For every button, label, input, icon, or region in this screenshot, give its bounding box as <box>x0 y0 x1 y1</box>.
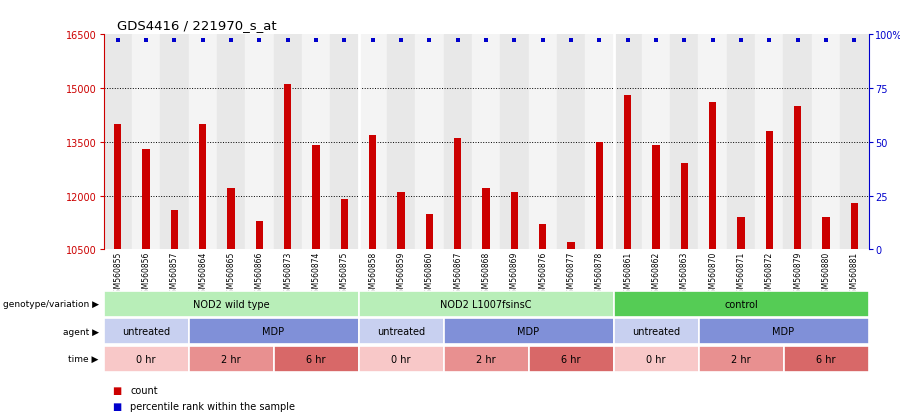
Bar <box>614 35 642 250</box>
Bar <box>585 35 614 250</box>
Bar <box>160 35 188 250</box>
Bar <box>472 35 500 250</box>
Bar <box>624 96 631 413</box>
Bar <box>171 211 178 413</box>
Bar <box>312 146 319 413</box>
Text: MDP: MDP <box>263 326 284 337</box>
Bar <box>369 135 376 413</box>
Bar <box>727 35 755 250</box>
Bar <box>341 200 348 413</box>
Text: 0 hr: 0 hr <box>136 354 156 364</box>
Bar <box>680 164 688 413</box>
Bar <box>766 132 773 413</box>
Bar <box>114 125 122 413</box>
Bar <box>698 35 727 250</box>
Text: untreated: untreated <box>122 326 170 337</box>
Bar <box>737 218 744 413</box>
Text: 6 hr: 6 hr <box>562 354 580 364</box>
Bar <box>539 225 546 413</box>
Text: time ▶: time ▶ <box>68 354 99 363</box>
Bar <box>217 35 245 250</box>
Text: 6 hr: 6 hr <box>306 354 326 364</box>
Text: GDS4416 / 221970_s_at: GDS4416 / 221970_s_at <box>117 19 276 31</box>
Bar <box>500 35 528 250</box>
Bar <box>444 35 472 250</box>
Bar <box>642 35 670 250</box>
Bar <box>188 35 217 250</box>
Bar <box>330 35 358 250</box>
Bar <box>709 103 716 413</box>
Text: 2 hr: 2 hr <box>221 354 241 364</box>
Text: MDP: MDP <box>518 326 540 337</box>
Bar <box>228 189 235 413</box>
Text: ■: ■ <box>112 401 122 411</box>
Bar <box>755 35 784 250</box>
Bar <box>568 243 574 413</box>
Bar <box>426 214 433 413</box>
Bar <box>358 35 387 250</box>
Text: untreated: untreated <box>632 326 680 337</box>
Text: count: count <box>130 385 158 395</box>
Bar <box>256 221 263 413</box>
Text: 0 hr: 0 hr <box>646 354 666 364</box>
Text: control: control <box>724 299 758 309</box>
Bar <box>794 107 801 413</box>
Bar <box>245 35 274 250</box>
Text: 2 hr: 2 hr <box>731 354 751 364</box>
Text: ■: ■ <box>112 385 122 395</box>
Bar <box>596 142 603 413</box>
Text: 2 hr: 2 hr <box>476 354 496 364</box>
Bar <box>482 189 490 413</box>
Bar <box>841 35 868 250</box>
Bar <box>784 35 812 250</box>
Text: NOD2 L1007fsinsC: NOD2 L1007fsinsC <box>440 299 532 309</box>
Bar <box>274 35 302 250</box>
Text: untreated: untreated <box>377 326 425 337</box>
Bar <box>284 85 292 413</box>
Bar <box>199 125 206 413</box>
Bar <box>415 35 444 250</box>
Bar <box>823 218 830 413</box>
Text: percentile rank within the sample: percentile rank within the sample <box>130 401 295 411</box>
Text: 6 hr: 6 hr <box>816 354 836 364</box>
Bar <box>528 35 557 250</box>
Bar <box>131 35 160 250</box>
Bar <box>104 35 131 250</box>
Bar <box>652 146 660 413</box>
Bar <box>454 139 461 413</box>
Bar <box>812 35 841 250</box>
Text: NOD2 wild type: NOD2 wild type <box>193 299 269 309</box>
Bar <box>398 192 404 413</box>
Bar <box>850 203 858 413</box>
Bar <box>511 192 517 413</box>
Bar <box>302 35 330 250</box>
Text: agent ▶: agent ▶ <box>63 327 99 336</box>
Text: MDP: MDP <box>772 326 795 337</box>
Bar <box>142 150 149 413</box>
Bar <box>387 35 415 250</box>
Bar <box>557 35 585 250</box>
Text: 0 hr: 0 hr <box>392 354 410 364</box>
Text: genotype/variation ▶: genotype/variation ▶ <box>3 300 99 309</box>
Bar <box>670 35 698 250</box>
